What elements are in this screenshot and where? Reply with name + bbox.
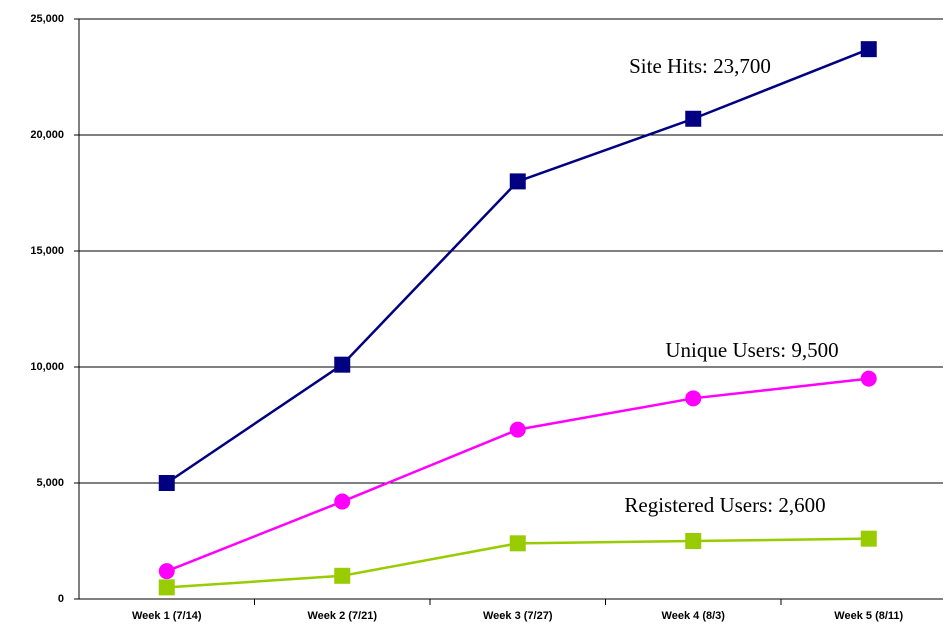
point: [860, 41, 877, 58]
annotation: Unique Users: 9,500: [665, 338, 838, 362]
point: [860, 530, 877, 547]
x-tick-label: Week 2 (7/21): [307, 610, 377, 622]
point: [334, 493, 351, 510]
annotation: Site Hits: 23,700: [629, 54, 771, 78]
point: [685, 390, 702, 407]
point: [860, 370, 877, 387]
y-tick-label: 5,000: [36, 477, 64, 489]
point: [685, 110, 702, 127]
x-tick-label: Week 4 (8/3): [662, 610, 726, 622]
x-tick-label: Week 5 (8/11): [834, 610, 903, 622]
point: [509, 173, 526, 190]
y-tick-label: 20,000: [30, 129, 64, 141]
point: [158, 579, 175, 596]
series-line: [166, 47, 870, 485]
point: [334, 356, 351, 373]
y-tick-label: 25,000: [30, 13, 64, 25]
point: [509, 535, 526, 552]
annotation: Registered Users: 2,600: [624, 493, 825, 517]
y-tick-label: 0: [58, 593, 64, 605]
y-tick-label: 15,000: [30, 245, 64, 257]
x-tick-label: Week 3 (7/27): [483, 610, 553, 622]
point: [509, 421, 526, 438]
point: [158, 475, 175, 491]
point: [685, 533, 702, 549]
point: [334, 567, 351, 584]
x-tick-label: Week 1 (7/14): [132, 610, 202, 622]
point: [158, 563, 175, 580]
y-tick-label: 10,000: [30, 361, 64, 373]
